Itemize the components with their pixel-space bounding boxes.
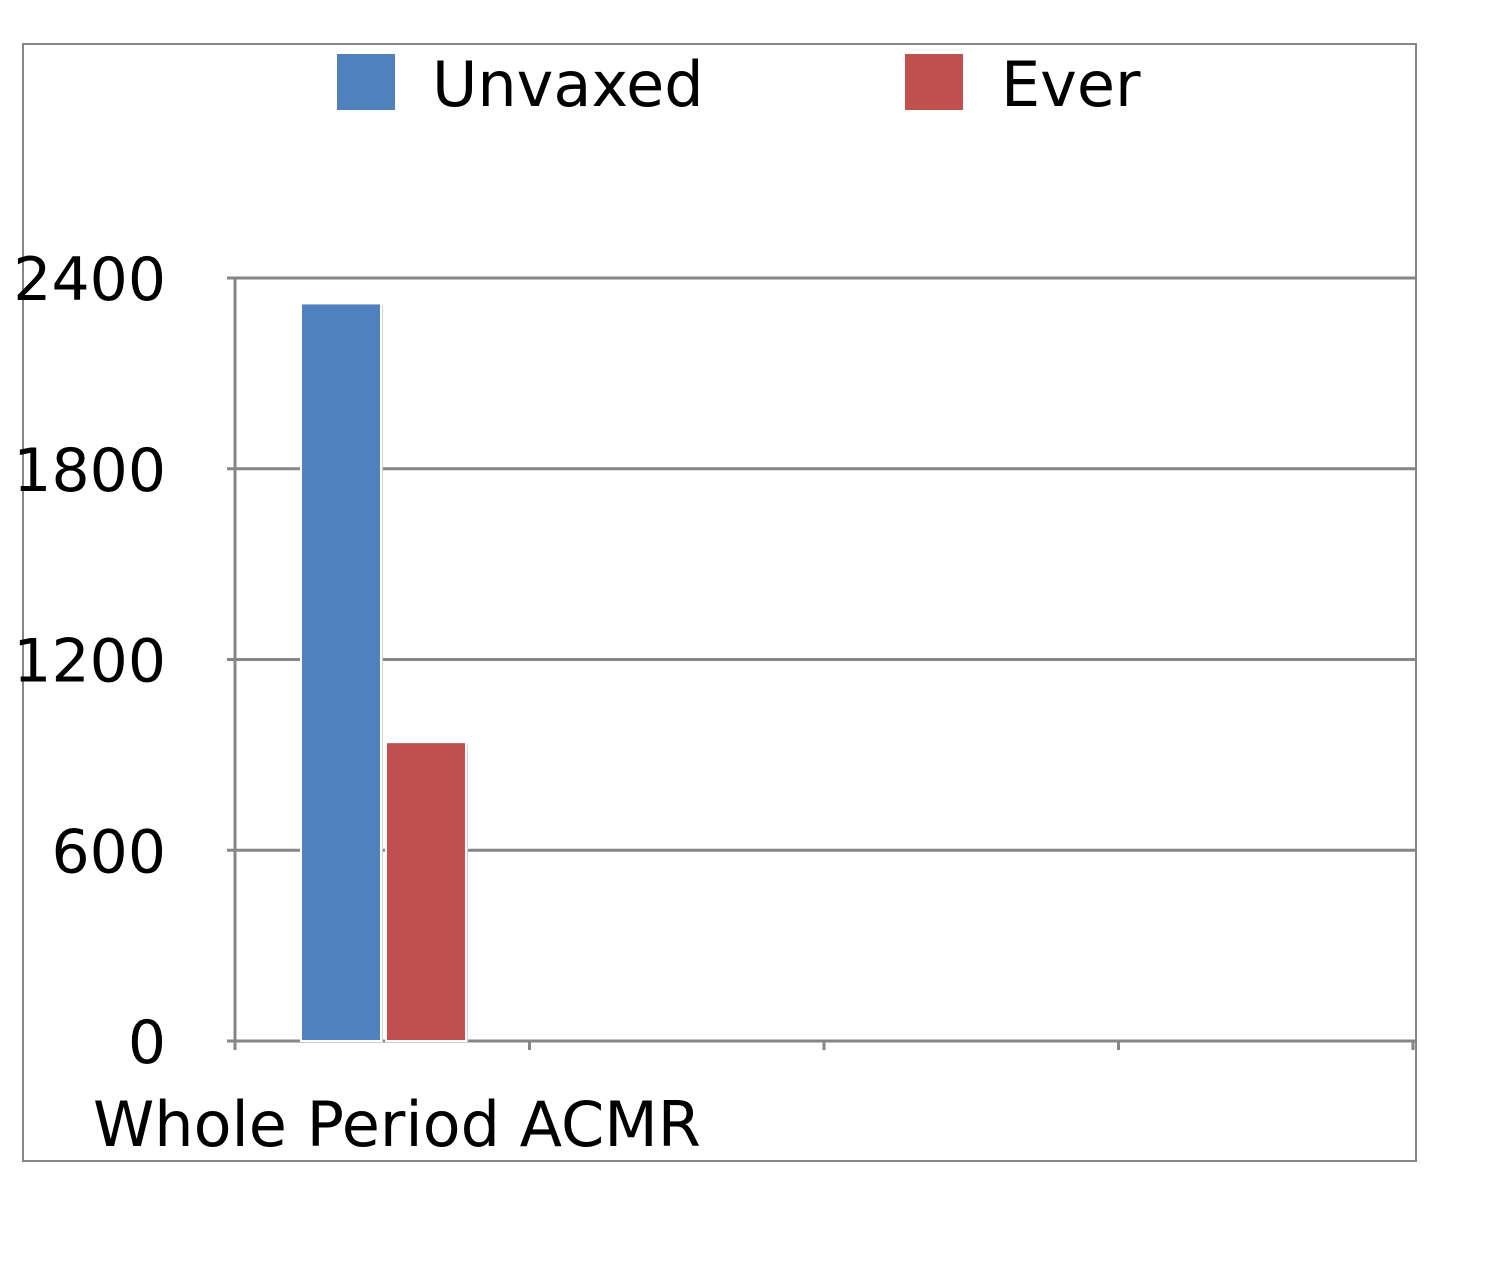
- y-tick-label: 1200: [13, 627, 166, 697]
- bar-ever: [385, 741, 467, 1042]
- y-tick-labels: 0 600 1200 1800 2400: [13, 245, 166, 1078]
- legend-swatch-ever: [905, 54, 963, 110]
- legend-label-unvaxed: Unvaxed: [432, 48, 704, 121]
- category-label: Whole Period ACMR: [93, 1088, 701, 1161]
- category-labels: Whole Period ACMR: [93, 1088, 701, 1161]
- bar-unvaxed: [300, 302, 382, 1042]
- chart-area-border: [22, 43, 1417, 1162]
- legend-swatch-unvaxed: [337, 54, 395, 110]
- bars: [300, 302, 468, 1043]
- legend-label-ever: Ever: [1001, 48, 1141, 121]
- legend: Unvaxed Ever: [337, 48, 1141, 121]
- x-axis: [233, 1041, 1415, 1050]
- y-tick-label: 0: [128, 1008, 166, 1078]
- y-tick-label: 2400: [13, 245, 166, 315]
- y-tick-label: 600: [51, 817, 166, 887]
- y-tick-label: 1800: [13, 436, 166, 506]
